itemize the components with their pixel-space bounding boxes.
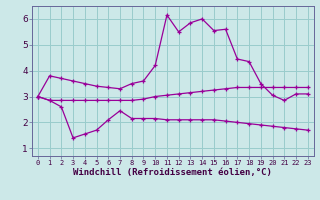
X-axis label: Windchill (Refroidissement éolien,°C): Windchill (Refroidissement éolien,°C)	[73, 168, 272, 177]
